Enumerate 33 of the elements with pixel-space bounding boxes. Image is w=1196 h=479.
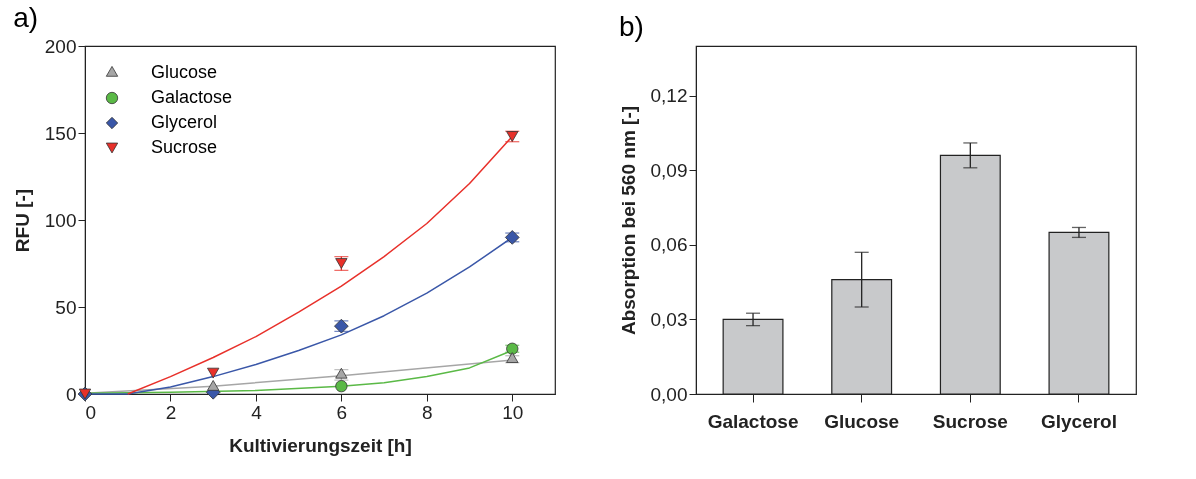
y-tick-label: 0,06	[650, 234, 688, 256]
x-tick-label: 8	[422, 401, 433, 423]
legend-label: Galactose	[151, 87, 233, 107]
point	[207, 380, 220, 391]
x-tick-label: 10	[502, 401, 524, 423]
chart-title: a)	[13, 2, 39, 33]
point	[335, 380, 348, 393]
y-tick-label: 150	[44, 122, 77, 144]
y-tick-label: 0,09	[650, 159, 688, 181]
y-tick-label: 100	[44, 209, 77, 231]
y-axis-title: RFU [-]	[11, 188, 33, 253]
y-tick-label: 0,00	[650, 383, 688, 405]
legend-label: Glucose	[151, 62, 218, 82]
x-tick-label: Galactose	[707, 410, 799, 432]
x-tick-label: 2	[165, 401, 177, 423]
x-tick-label: Glycerol	[1040, 410, 1117, 432]
y-tick-label: 0,03	[650, 308, 688, 330]
x-tick-label: 0	[85, 401, 97, 423]
x-axis-title: Kultivierungszeit [h]	[229, 434, 412, 456]
x-tick-label: 6	[336, 401, 348, 423]
y-tick-label: 200	[44, 35, 77, 57]
legend-label: Glycerol	[151, 112, 218, 132]
point	[506, 352, 519, 363]
y-tick-label: 0,12	[650, 85, 688, 107]
y-axis-title: Absorption bei 560 nm [-]	[617, 105, 639, 336]
x-tick-label: Glucose	[824, 410, 900, 432]
legend-label: Sucrose	[151, 137, 218, 157]
chart-title: b)	[619, 11, 644, 42]
y-tick-label: 0	[65, 383, 77, 405]
y-tick-label: 50	[55, 296, 77, 318]
x-tick-label: 4	[251, 401, 263, 423]
point	[207, 367, 220, 379]
x-tick-label: Sucrose	[932, 410, 1008, 432]
